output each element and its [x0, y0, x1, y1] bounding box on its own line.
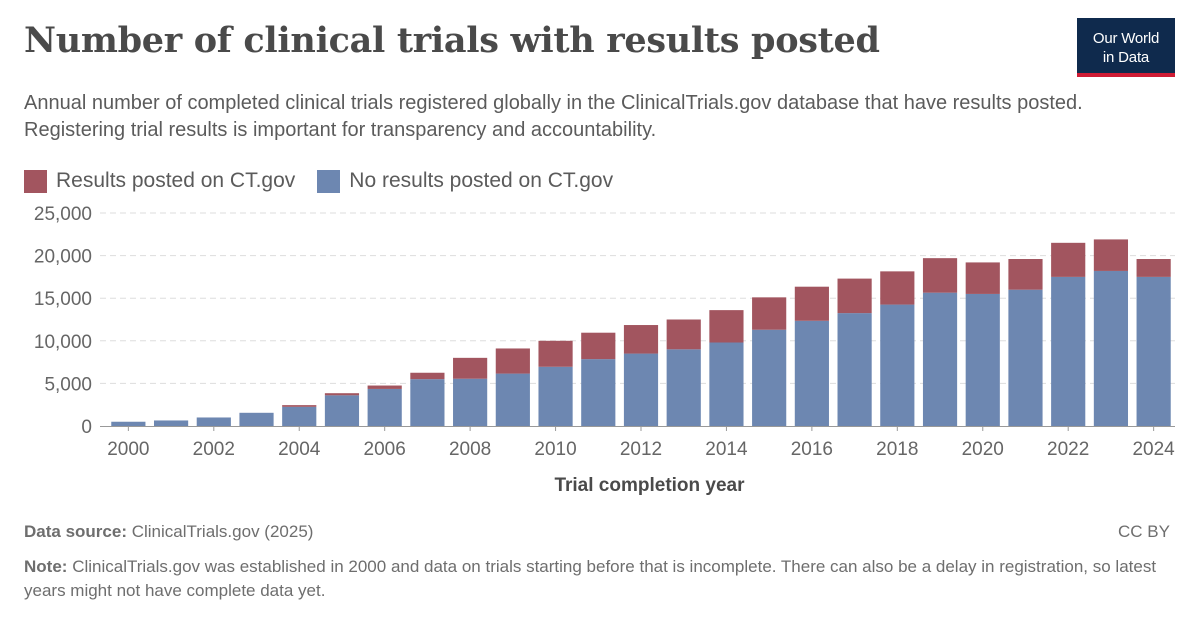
x-tick-label: 2012	[620, 439, 662, 460]
x-tick-label: 2016	[791, 439, 833, 460]
y-tick-label: 0	[81, 417, 92, 438]
legend-swatch-results-posted	[24, 169, 47, 193]
bar-results-posted	[324, 393, 360, 396]
logo-accent-bar	[1077, 73, 1175, 77]
logo-line-2: in Data	[1102, 49, 1150, 66]
x-tick-label: 2018	[876, 439, 918, 460]
x-tick-label: 2008	[449, 439, 491, 460]
bar-no-results	[196, 417, 231, 426]
bar-no-results	[752, 329, 787, 426]
bar-results-posted	[495, 348, 530, 374]
x-tick-label: 2020	[962, 439, 1004, 460]
bar-results-posted	[794, 286, 829, 321]
bar-no-results	[922, 292, 958, 426]
bar-no-results	[1093, 270, 1129, 426]
bar-no-results	[794, 320, 829, 426]
bar-no-results	[239, 412, 274, 426]
note-text: ClinicalTrials.gov was established in 20…	[24, 557, 1157, 600]
bar-no-results	[666, 349, 701, 426]
legend-item-no-results[interactable]: No results posted on CT.gov	[317, 169, 613, 193]
bar-no-results	[153, 420, 189, 426]
bar-results-posted	[538, 340, 573, 367]
x-tick-label: 2024	[1132, 439, 1175, 460]
bar-results-posted	[367, 385, 402, 389]
bar-no-results	[324, 395, 360, 426]
bar-no-results	[453, 378, 488, 426]
legend-label-results-posted: Results posted on CT.gov	[56, 169, 296, 192]
bar-no-results	[581, 359, 616, 426]
chart-title: Number of clinical trials with results p…	[24, 20, 880, 61]
bar-no-results	[282, 406, 317, 426]
bar-no-results	[538, 366, 573, 426]
bar-no-results	[623, 353, 659, 426]
y-tick-label: 25,000	[34, 204, 92, 225]
bar-no-results	[965, 293, 1000, 426]
owid-logo[interactable]: Our World in Data	[1077, 18, 1175, 77]
x-axis-title: Trial completion year	[554, 475, 745, 496]
bar-results-posted	[922, 258, 958, 293]
x-tick-label: 2002	[193, 439, 235, 460]
bar-results-posted	[1051, 242, 1086, 277]
x-tick-label: 2006	[364, 439, 406, 460]
y-tick-label: 20,000	[34, 247, 92, 268]
legend-item-results-posted[interactable]: Results posted on CT.gov	[24, 169, 295, 193]
bar-results-posted	[837, 278, 872, 314]
bar-results-posted	[282, 405, 317, 407]
bar-results-posted	[453, 357, 488, 379]
logo-line-1: Our World	[1092, 30, 1160, 47]
stacked-bar-chart: 0 5,000 10,000 15,000 20,000 25,000 2000 2002 20…	[34, 204, 1175, 496]
x-tick-label: 2014	[705, 439, 748, 460]
y-tick-label: 10,000	[34, 332, 92, 353]
chart-note: Note: ClinicalTrials.gov was established…	[24, 555, 1164, 603]
x-tick-label: 2000	[107, 439, 149, 460]
bar-results-posted	[752, 297, 787, 330]
bar-no-results	[111, 421, 146, 426]
x-tick-label: 2010	[534, 439, 576, 460]
bar-results-posted	[965, 262, 1000, 294]
note-label: Note:	[24, 557, 68, 576]
source-link[interactable]: ClinicalTrials.gov (2025)	[131, 522, 314, 541]
bar-no-results	[1051, 276, 1086, 426]
bar-no-results	[709, 342, 744, 426]
legend-label-no-results: No results posted on CT.gov	[349, 169, 614, 192]
source-label: Data source:	[24, 522, 127, 541]
chart-legend: Results posted on CT.gov No results post…	[24, 167, 635, 195]
license-link[interactable]: CC BY	[1118, 522, 1170, 541]
y-tick-label: 15,000	[34, 289, 92, 310]
bar-no-results	[367, 388, 402, 426]
bar-results-posted	[1093, 239, 1129, 271]
legend-swatch-no-results	[317, 169, 341, 193]
bar-results-posted	[880, 271, 915, 305]
bar-no-results	[837, 313, 872, 426]
data-source: Data source: ClinicalTrials.gov (2025)	[24, 522, 313, 542]
bar-results-posted	[410, 372, 445, 380]
bar-no-results	[495, 373, 530, 426]
bar-no-results	[1136, 276, 1171, 426]
bar-no-results	[1008, 289, 1043, 426]
bar-no-results	[880, 304, 915, 426]
bar-results-posted	[1136, 259, 1171, 277]
bar-results-posted	[581, 332, 616, 360]
bar-results-posted	[666, 319, 701, 350]
bar-results-posted	[709, 310, 744, 343]
bar-results-posted	[1008, 259, 1043, 290]
x-tick-label: 2022	[1047, 439, 1089, 460]
x-tick-label: 2004	[278, 439, 321, 460]
chart-subtitle: Annual number of completed clinical tria…	[24, 92, 1083, 141]
y-tick-label: 5,000	[44, 374, 92, 395]
bar-results-posted	[623, 325, 659, 354]
bar-no-results	[410, 379, 445, 426]
